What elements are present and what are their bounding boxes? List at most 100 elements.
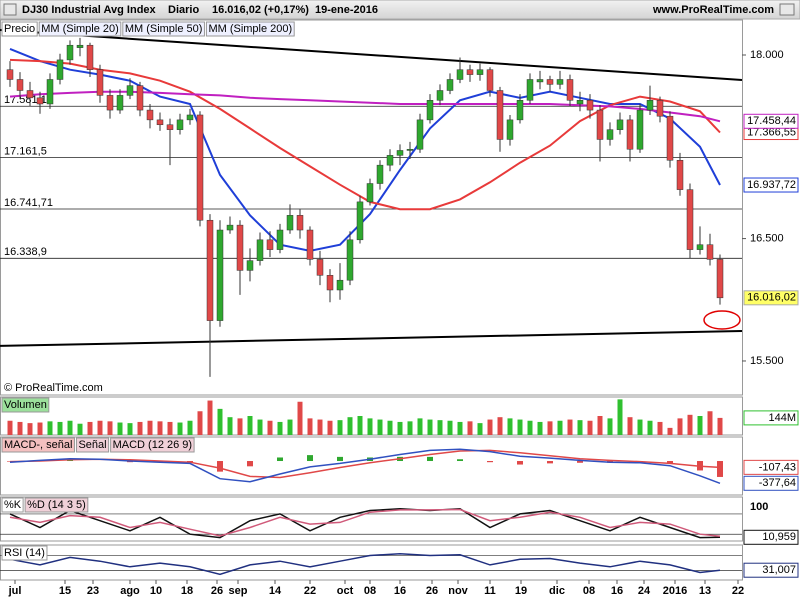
candle-body: [436, 90, 444, 101]
volume-bar: [367, 418, 373, 435]
candle-body: [556, 79, 564, 85]
ma-last-label-box: [743, 113, 799, 129]
volume-bar: [387, 420, 393, 435]
volume-bar: [297, 401, 303, 435]
candle-body: [706, 244, 714, 260]
x-tick-label: 14: [269, 585, 282, 597]
histogram-bar: [307, 455, 313, 462]
candle-body: [546, 79, 554, 85]
histogram-bar: [277, 457, 283, 462]
volume-bar: [517, 419, 523, 435]
x-tick-label: 18: [181, 585, 193, 597]
volume-bar: [97, 420, 103, 435]
price-last-label-box: [743, 290, 799, 306]
candle-body: [6, 69, 14, 80]
legend-box: [38, 21, 122, 37]
legend-entry: MACD (12 26 9): [113, 439, 192, 451]
candle-body: [376, 164, 384, 184]
candle-body: [666, 115, 674, 161]
volume-bar: [697, 416, 703, 435]
x-tick-label: 11: [484, 585, 496, 597]
volume-bar: [357, 416, 363, 435]
candle-body: [36, 97, 44, 105]
volume-bar: [637, 419, 643, 435]
legend-box: [1, 545, 48, 561]
candle-body: [566, 79, 574, 101]
candle-body: [576, 100, 584, 105]
volume-bar: [717, 417, 723, 435]
x-tick-label: 23: [87, 585, 99, 597]
volume-bar: [277, 421, 283, 435]
legend-box: [205, 21, 295, 37]
volume-bar: [407, 421, 413, 435]
volume-bar: [607, 418, 613, 435]
candle-body: [96, 69, 104, 96]
legend-box: [24, 497, 89, 513]
legend-entry: MACD-, señal: [4, 439, 72, 451]
histogram-bar: [247, 461, 253, 467]
candle-body: [526, 79, 534, 101]
x-tick-label: 26: [211, 585, 223, 597]
candle-body: [506, 119, 514, 140]
candle-body: [126, 85, 134, 96]
candle-body: [56, 59, 64, 80]
candle-body: [66, 44, 74, 61]
candle-body: [356, 201, 364, 241]
volume-bar: [157, 421, 163, 435]
legend-box: [110, 437, 195, 453]
volume-bar: [577, 420, 583, 435]
panel-frame: [0, 544, 743, 581]
legend-entry: Volumen: [4, 399, 47, 411]
trend-line: [0, 29, 742, 81]
volume-bar: [397, 421, 403, 435]
level-label: 16.338,9: [4, 246, 47, 258]
ma-last-label: 17.366,55: [747, 126, 796, 138]
x-tick-label: 2016: [663, 585, 687, 597]
indicator-line: [9, 552, 721, 576]
histogram-bar: [427, 456, 433, 462]
candle-body: [176, 119, 184, 130]
candle-body: [206, 219, 214, 321]
legend-box: [75, 437, 110, 453]
indicator-line: [9, 448, 721, 485]
indicator-last-label: 10,959: [762, 531, 796, 543]
candle-body: [416, 119, 424, 150]
histogram-bar: [487, 461, 493, 463]
volume-bar: [317, 419, 323, 435]
candle-body: [446, 79, 454, 91]
candle-body: [386, 155, 394, 166]
volume-bar: [117, 422, 123, 435]
histogram-bar: [717, 461, 723, 477]
x-tick-label: 15: [59, 585, 71, 597]
x-tick-label: 08: [583, 585, 595, 597]
histogram-bar: [517, 461, 523, 465]
x-tick-label: jul: [8, 585, 22, 597]
candle-body: [146, 109, 154, 121]
candle-body: [626, 119, 634, 150]
volume-bar: [67, 420, 73, 435]
candle-body: [476, 69, 484, 75]
volume-bar: [417, 418, 423, 435]
volume-bar: [347, 417, 353, 435]
candle-body: [426, 100, 434, 121]
candle-body: [346, 239, 354, 281]
volume-bar: [457, 421, 463, 435]
volume-bar: [707, 411, 713, 435]
y-tick-label: 16.500: [750, 232, 784, 244]
candle-body: [336, 279, 344, 291]
volume-bar: [137, 421, 143, 435]
volume-bar: [477, 423, 483, 435]
volume-bar: [247, 416, 253, 435]
candle-body: [226, 224, 234, 231]
header-bar: [0, 0, 800, 20]
candle-body: [396, 150, 404, 156]
legend-entry: %D (14 3 5): [27, 499, 86, 511]
site: www.ProRealTime.com: [652, 4, 774, 16]
candle-body: [656, 100, 664, 117]
candle-body: [686, 189, 694, 250]
volume-bar: [567, 419, 573, 435]
histogram-bar: [457, 459, 463, 462]
candle-body: [536, 79, 544, 83]
ma-last-label: 16.937,72: [747, 179, 796, 191]
indicator-line: [9, 508, 721, 539]
